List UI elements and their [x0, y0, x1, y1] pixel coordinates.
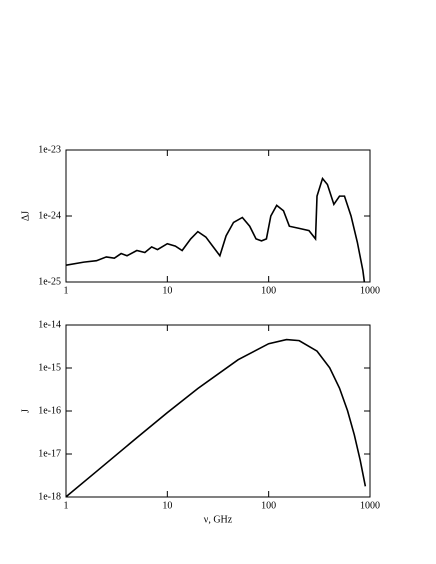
- curve: [66, 338, 367, 497]
- y-tick-label: 1e-17: [38, 448, 61, 459]
- y-tick-label: 1e-18: [38, 491, 61, 502]
- plot-frame: [65, 149, 371, 283]
- x-tick-label: 100: [261, 285, 276, 296]
- y-tick-label: 1e-25: [38, 276, 61, 287]
- x-tick-label: 10: [162, 285, 172, 296]
- x-tick-label: 100: [261, 500, 276, 511]
- x-tick-label: 1000: [360, 285, 380, 296]
- y-tick-label: 1e-24: [38, 210, 61, 221]
- x-tick-label: 1: [64, 285, 69, 296]
- plot-frame: [65, 324, 371, 498]
- plot-area: [66, 176, 366, 282]
- plot-area: [66, 338, 367, 497]
- y-axis-label: ΔJ: [20, 211, 31, 221]
- x-tick-label: 10: [162, 500, 172, 511]
- y-axis-label: J: [20, 409, 31, 413]
- x-tick-label: 1000: [360, 500, 380, 511]
- y-tick-label: 1e-14: [38, 319, 61, 330]
- y-tick-label: 1e-15: [38, 362, 61, 373]
- y-tick-label: 1e-16: [38, 405, 61, 416]
- y-tick-label: 1e-23: [38, 144, 61, 155]
- x-axis-label: ν, GHz: [204, 514, 233, 525]
- curve: [66, 176, 366, 282]
- x-tick-label: 1: [64, 500, 69, 511]
